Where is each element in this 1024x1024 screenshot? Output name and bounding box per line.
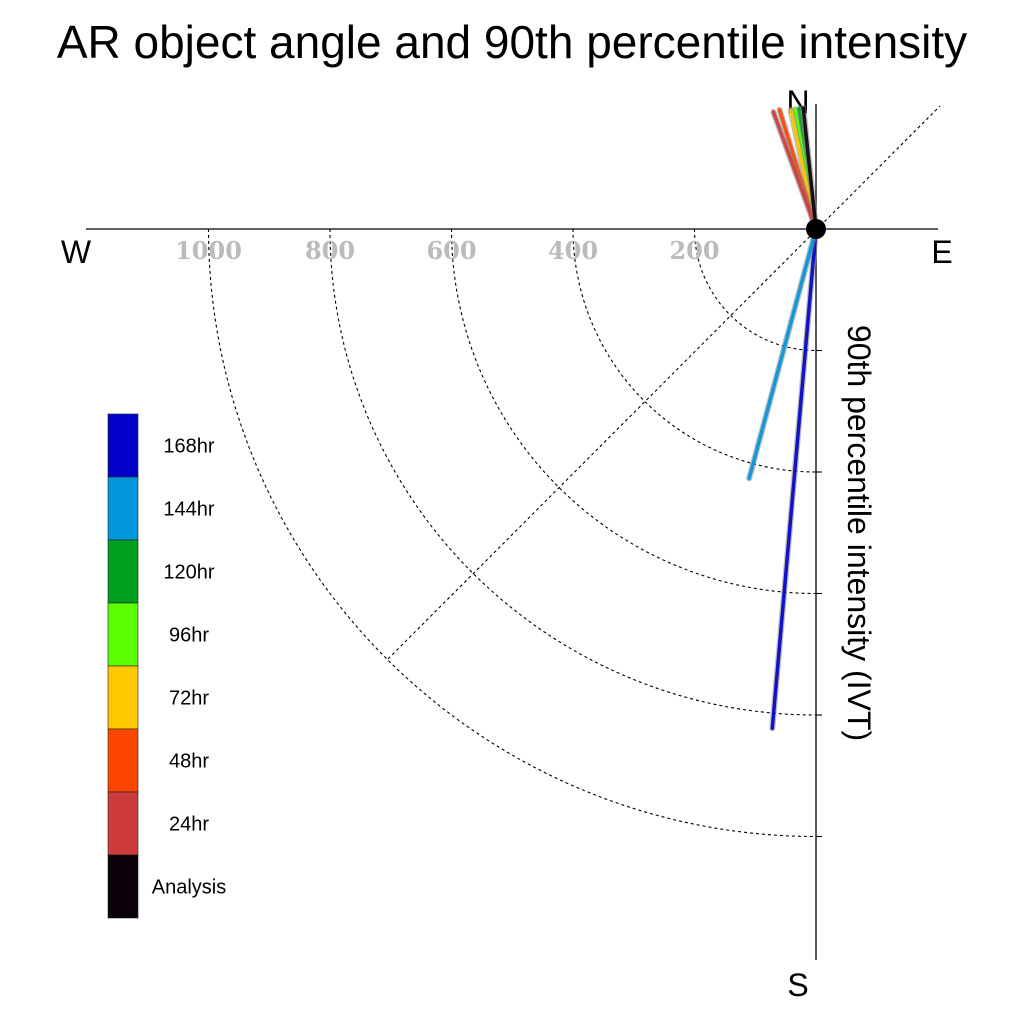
y-axis-label: 90th percentile intensity (IVT) <box>841 325 877 741</box>
legend-label-96hr: 96hr <box>169 625 209 647</box>
legend-label-72hr: 72hr <box>169 688 209 710</box>
legend-swatch-168hr <box>107 413 139 478</box>
polar-grid <box>207 105 941 838</box>
vector-analysis <box>801 106 818 231</box>
legend-swatch-48hr <box>107 728 139 793</box>
radial-tick-label-200: 200 <box>669 236 719 265</box>
radial-tick-label-1000: 1000 <box>175 236 242 265</box>
legend-label-120hr: 120hr <box>163 562 214 584</box>
radial-tick-label-600: 600 <box>426 236 476 265</box>
radial-tick-labels: 200 400 600 800 1000 <box>175 236 719 265</box>
grid-arc-600 <box>450 228 817 595</box>
origin-marker <box>806 219 826 239</box>
compass-w-label: W <box>61 234 92 270</box>
legend-swatch-24hr <box>107 791 139 856</box>
legend: 168hr 144hr 120hr 96hr 72hr 48hr 24hr Analysis <box>107 413 226 919</box>
legend-swatch-72hr <box>107 665 139 730</box>
radial-tick-label-800: 800 <box>305 236 355 265</box>
grid-arc-400 <box>572 228 817 473</box>
grid-diagonal <box>387 105 941 660</box>
legend-swatch-144hr <box>107 476 139 541</box>
series-vectors <box>746 105 819 732</box>
vector-144hr <box>747 227 818 481</box>
radial-tick-label-400: 400 <box>548 236 598 265</box>
grid-arc-200 <box>693 228 817 352</box>
legend-label-analysis: Analysis <box>152 877 226 899</box>
legend-swatch-analysis <box>107 854 139 919</box>
legend-swatch-96hr <box>107 602 139 667</box>
grid-arc-1000 <box>207 228 817 838</box>
legend-label-168hr: 168hr <box>163 436 214 458</box>
chart-title: AR object angle and 90th percentile inte… <box>57 16 967 68</box>
legend-label-144hr: 144hr <box>163 499 214 521</box>
legend-label-24hr: 24hr <box>169 814 209 836</box>
legend-label-48hr: 48hr <box>169 751 209 773</box>
vector-168hr <box>770 227 818 731</box>
vector-24hr <box>771 110 818 231</box>
compass-s-label: S <box>787 967 808 1003</box>
grid-arc-800 <box>329 228 817 716</box>
compass-e-label: E <box>931 234 952 270</box>
legend-swatch-120hr <box>107 539 139 604</box>
